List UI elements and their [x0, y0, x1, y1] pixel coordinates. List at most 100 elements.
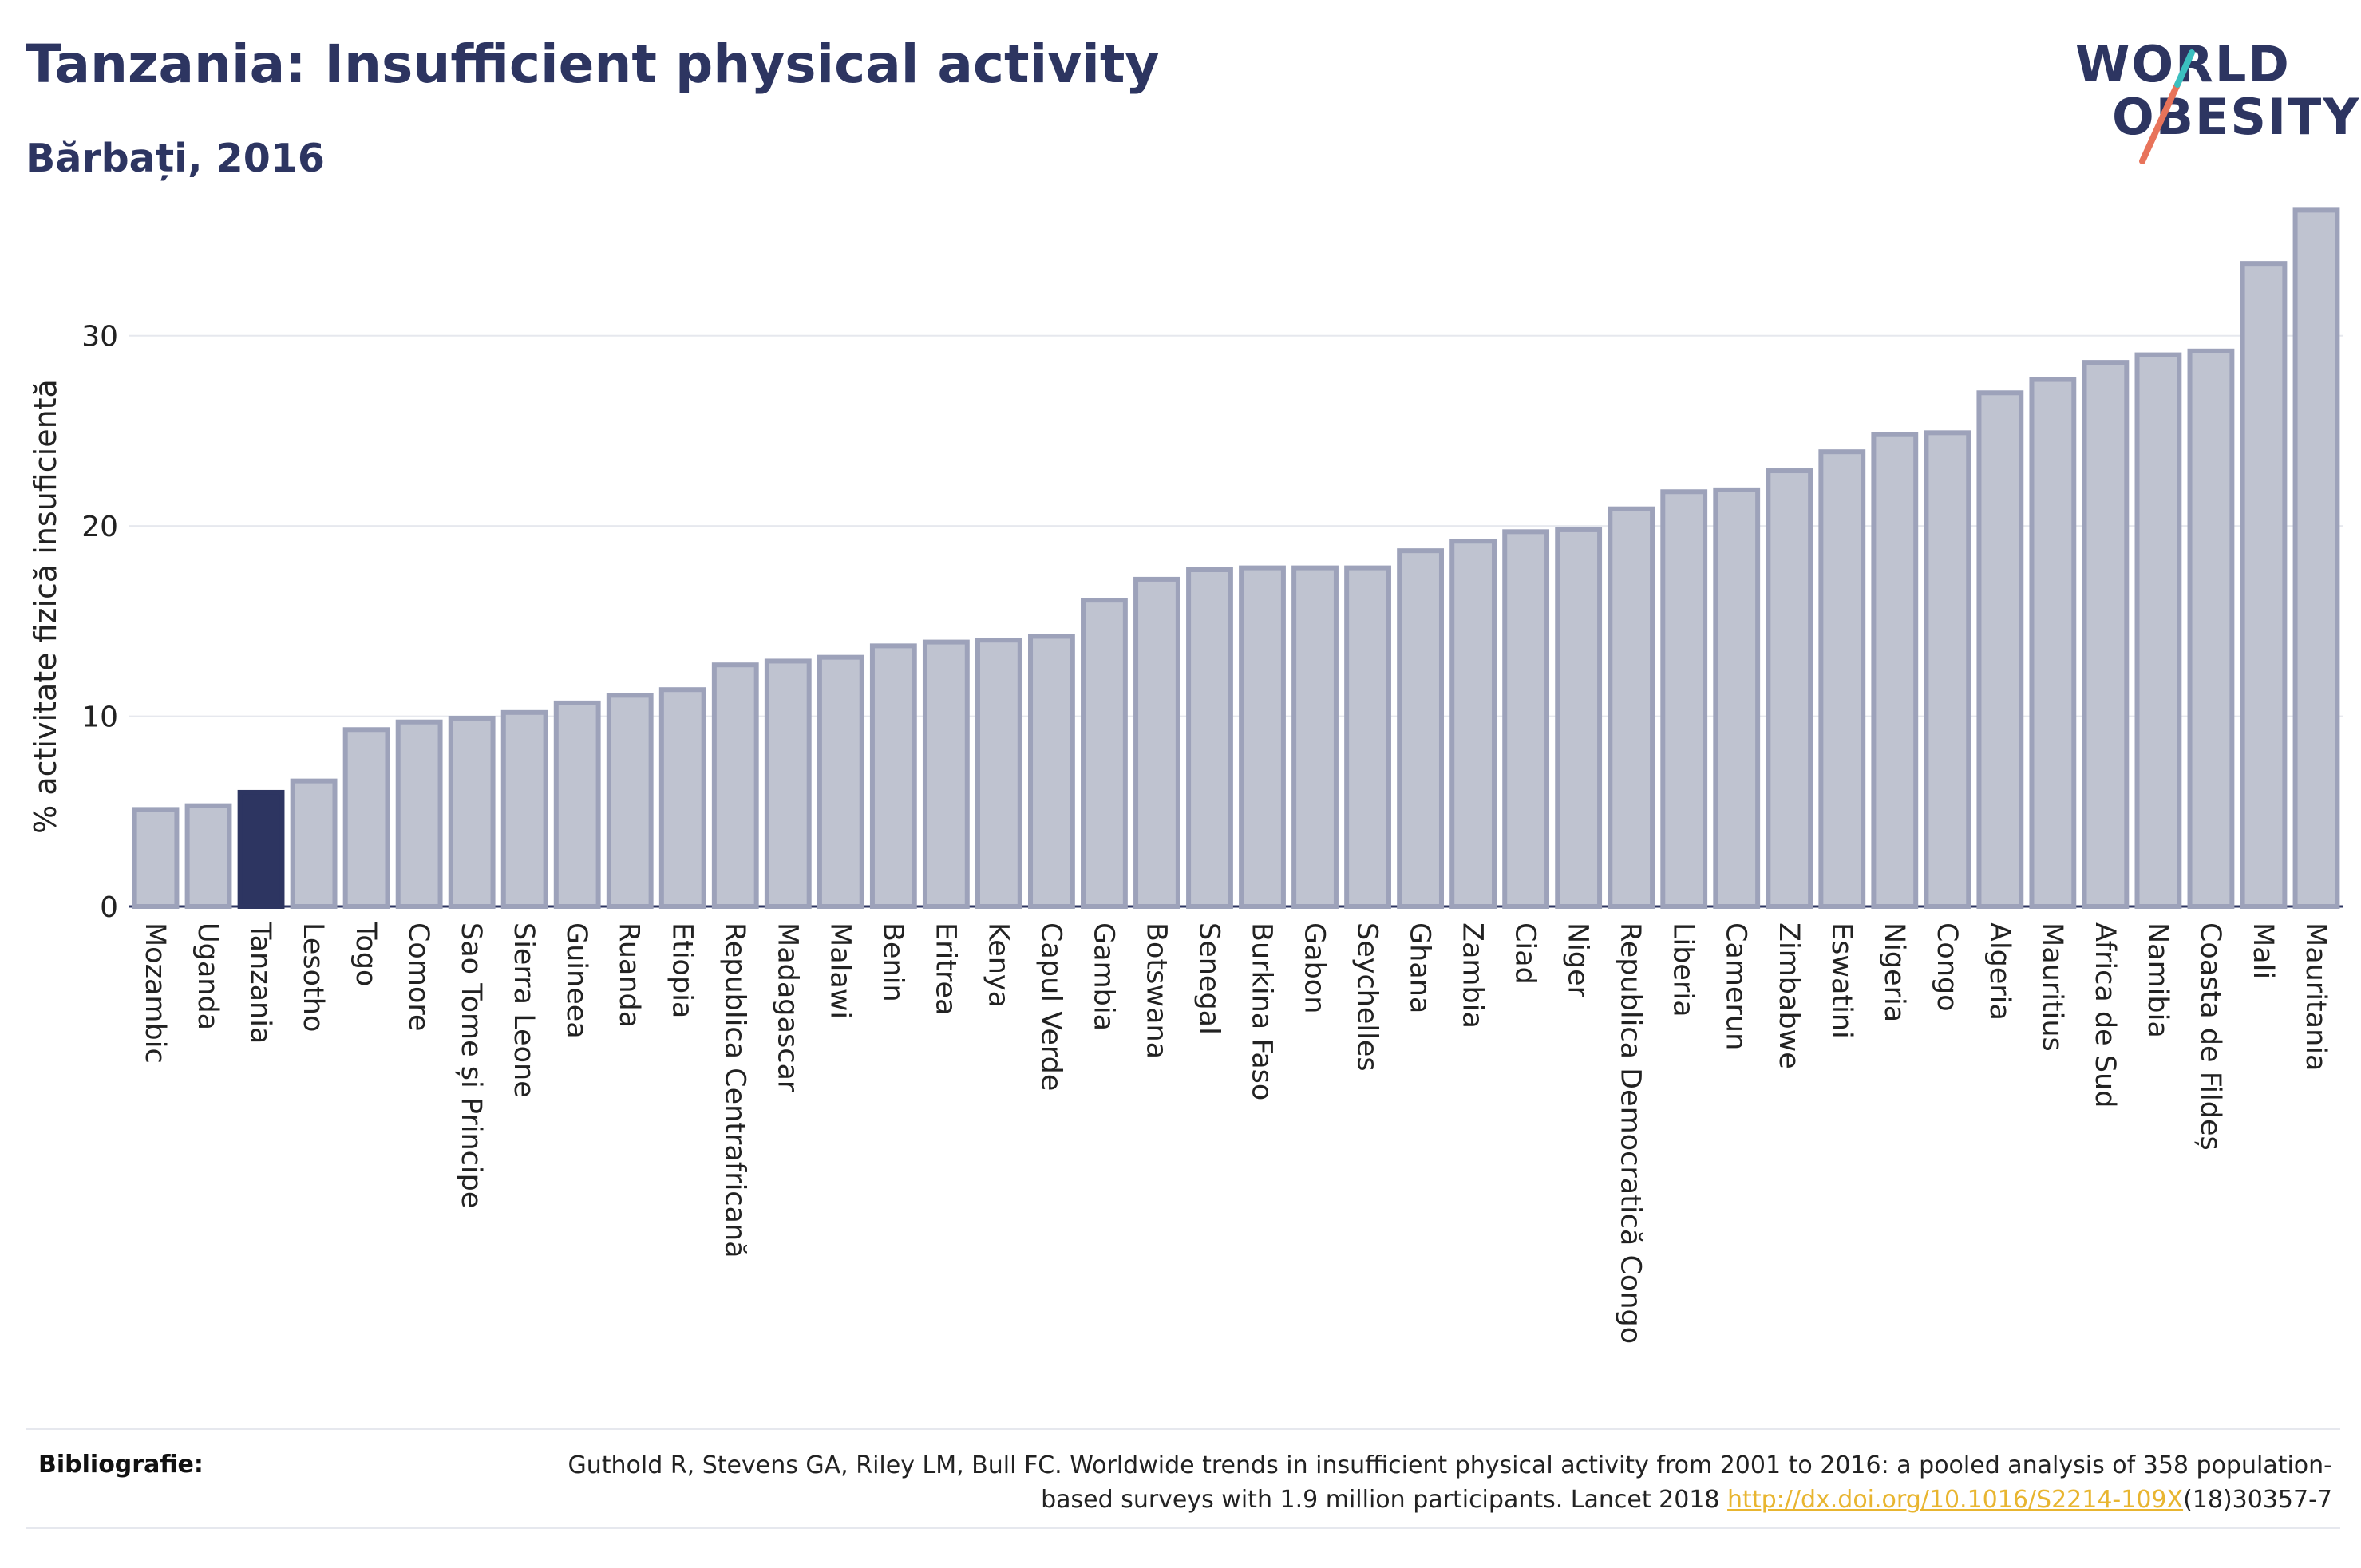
x-tick-label: Ghana [1404, 922, 1436, 1013]
x-tick-label: Liberia [1667, 922, 1699, 1017]
bar-mauritania [2292, 207, 2340, 909]
bar-benin [869, 643, 917, 909]
bibliography-text: Guthold R, Stevens GA, Riley LM, Bull FC… [496, 1448, 2332, 1517]
x-tick-label: Sao Tome și Principe [455, 922, 487, 1208]
bar-madagascar [764, 658, 812, 909]
x-tick-label: Uganda [192, 922, 223, 1030]
x-tick-label: Africa de Sud [2089, 922, 2121, 1108]
bibliography-citation-end: (18)30357-7 [2183, 1486, 2332, 1514]
bar-burkina-faso [1239, 565, 1286, 909]
x-tick-label: Benin [876, 922, 908, 1002]
bar-nigeria [1871, 432, 1919, 909]
y-tick-label: 0 [100, 891, 118, 924]
x-tick-label: Mauritius [2036, 922, 2068, 1052]
footer-divider-top [26, 1428, 2340, 1430]
x-tick-label: Eritrea [929, 922, 961, 1016]
x-tick-label: Mozambic [139, 922, 171, 1064]
x-tick-label: Sierra Leone [508, 922, 540, 1098]
bar-malawi [817, 654, 864, 909]
x-tick-label: Republica Democratică Congo [1615, 922, 1647, 1344]
bar-ghana [1397, 548, 1444, 910]
gridlines [129, 334, 2343, 908]
x-tick-label: Gabon [1299, 922, 1331, 1013]
bar-ciad [1502, 529, 1550, 910]
bar-sao-tome-și-principe [448, 715, 496, 909]
x-tick-label: Mali [2247, 922, 2279, 979]
y-tick-label: 30 [81, 321, 118, 353]
bar-algeria [1976, 390, 2024, 909]
x-tick-label: Zambia [1457, 922, 1489, 1029]
bar-chart: 0 10 20 30 Mozambic Uganda Tanzania Lesotho Tog… [28, 207, 2343, 1344]
x-tick-label: Etiopia [666, 922, 698, 1018]
bar-etiopia [658, 687, 706, 909]
bar-seychelles [1344, 565, 1391, 909]
x-tick-label: Algeria [1983, 922, 2015, 1021]
y-tick-label: 20 [81, 511, 118, 543]
bar-botswana [1133, 576, 1180, 909]
x-tick-label: Congo [1931, 922, 1963, 1012]
y-axis-label: % activitate fizică insuficientă [28, 379, 63, 834]
x-tick-label: Republica Centrafricană [718, 922, 750, 1258]
x-tick-label: Burkina Faso [1246, 922, 1278, 1100]
bar-lesotho [290, 778, 338, 909]
footer-divider-bottom [26, 1527, 2340, 1529]
x-tick-label: Madagascar [771, 922, 803, 1092]
x-tick-label: Malawi [824, 922, 856, 1019]
x-tick-label: Kenya [982, 922, 1014, 1008]
bar-gabon [1291, 565, 1339, 909]
chart-title: Tanzania: Insufficient physical activity [26, 34, 1160, 95]
bar-ruanda [606, 693, 654, 910]
x-axis-labels: Mozambic Uganda Tanzania Lesotho Togo Comore S… [139, 922, 2331, 1344]
x-tick-label: Eswatini [1825, 922, 1857, 1039]
bar-eswatini [1818, 449, 1866, 909]
bars [132, 207, 2340, 910]
bibliography-doi-link[interactable]: http://dx.doi.org/10.1016/S2214-109X [1727, 1486, 2184, 1514]
bar-congo [1924, 430, 1971, 909]
x-tick-label: Zimbabwe [1773, 922, 1805, 1069]
x-tick-label: Ciad [1509, 922, 1541, 985]
bar-camerun [1713, 487, 1761, 909]
x-tick-label: Comore [402, 922, 434, 1032]
bar-guineea [553, 700, 601, 909]
x-tick-label: Guineea [560, 922, 592, 1039]
bibliography-citation: Guthold R, Stevens GA, Riley LM, Bull FC… [568, 1451, 2332, 1514]
x-tick-label: Namibia [2142, 922, 2173, 1038]
bar-republica-centrafricană [711, 662, 759, 909]
bar-liberia [1660, 489, 1708, 909]
y-axis-ticks: 0 10 20 30 [81, 321, 118, 924]
x-tick-label: Coasta de Fildeș [2194, 922, 2226, 1151]
x-tick-label: Seychelles [1351, 922, 1383, 1072]
chart-subtitle: Bărbați, 2016 [26, 136, 325, 181]
bar-eritrea [922, 639, 970, 909]
x-tick-label: Tanzania [244, 922, 276, 1044]
bar-senegal [1186, 567, 1233, 909]
bar-mozambic [132, 807, 180, 910]
x-tick-label: Togo [350, 922, 382, 986]
world-obesity-logo: WORLD OBESITY [2075, 40, 2359, 168]
x-tick-label: Mauritania [2300, 922, 2331, 1071]
y-tick-label: 10 [81, 701, 118, 734]
logo-slash-icon [2139, 49, 2195, 164]
x-tick-label: Lesotho [297, 922, 329, 1032]
bar-republica-democratică-congo [1608, 506, 1655, 909]
x-tick-label: Senegal [1192, 922, 1224, 1035]
x-tick-label: Botswana [1140, 922, 1172, 1059]
bar-niger [1555, 527, 1603, 909]
bar-tanzania [237, 789, 285, 910]
bar-togo [342, 727, 390, 910]
bar-mauritius [2029, 377, 2077, 909]
x-tick-label: Camerun [1720, 922, 1752, 1050]
bar-coasta-de-fildeș [2187, 348, 2235, 909]
bar-capul-verde [1028, 634, 1075, 909]
x-tick-label: Niger [1562, 922, 1594, 998]
x-tick-label: Capul Verde [1034, 922, 1066, 1091]
bar-comore [395, 719, 443, 909]
bar-sierra-leone [500, 709, 548, 910]
bar-zambia [1449, 539, 1497, 909]
bar-mali [2240, 261, 2288, 909]
x-tick-label: Gambia [1087, 922, 1119, 1031]
bar-gambia [1081, 598, 1128, 909]
bar-namibia [2134, 352, 2182, 910]
bar-zimbabwe [1766, 468, 1813, 909]
bar-kenya [975, 638, 1022, 909]
